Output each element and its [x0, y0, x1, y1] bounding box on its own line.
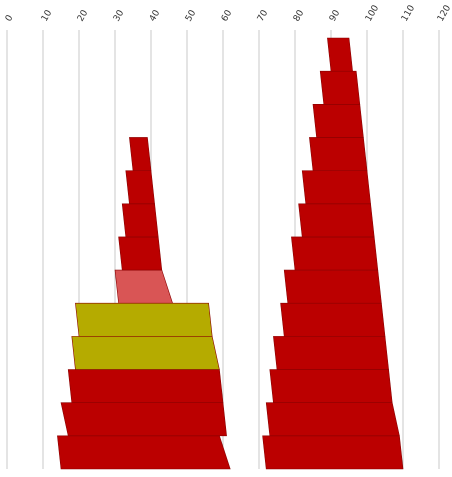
- x-tick-label: 10: [40, 8, 55, 23]
- band: [129, 137, 152, 171]
- x-tick-label: 40: [148, 8, 163, 23]
- band: [319, 70, 361, 105]
- band: [67, 369, 224, 403]
- plot-bands: [57, 37, 404, 470]
- band: [283, 269, 382, 304]
- x-tick-label: 0: [4, 13, 16, 23]
- band: [309, 137, 368, 171]
- x-tick-label: 80: [292, 8, 307, 23]
- x-tick-label: 30: [112, 8, 127, 23]
- band: [273, 336, 389, 370]
- band: [298, 203, 375, 238]
- band: [280, 302, 386, 337]
- x-tick-label: 60: [220, 8, 235, 23]
- x-tick-label: 90: [328, 8, 343, 23]
- band: [301, 170, 371, 205]
- band: [269, 369, 393, 403]
- band: [265, 402, 400, 437]
- x-tick-label: 120: [436, 3, 452, 23]
- x-tick-label: 110: [400, 3, 417, 23]
- stack-left: [57, 137, 231, 470]
- stack-right: [262, 37, 404, 470]
- band: [75, 302, 213, 337]
- x-tick-label: 100: [364, 3, 381, 23]
- band: [327, 37, 353, 72]
- band: [57, 435, 231, 470]
- band: [71, 336, 220, 370]
- x-tick-label: 20: [76, 8, 91, 23]
- x-tick-labels: 0 10 20 30 40 50 60 70 80 90 100 110 120: [4, 3, 452, 23]
- band: [262, 435, 404, 470]
- band: [118, 236, 163, 271]
- band: [60, 402, 227, 437]
- band: [291, 236, 379, 271]
- band: [114, 269, 174, 304]
- band: [125, 170, 155, 205]
- band: [312, 104, 364, 138]
- x-tick-label: 70: [256, 8, 271, 23]
- band: [121, 203, 159, 238]
- x-tick-label: 50: [184, 8, 199, 23]
